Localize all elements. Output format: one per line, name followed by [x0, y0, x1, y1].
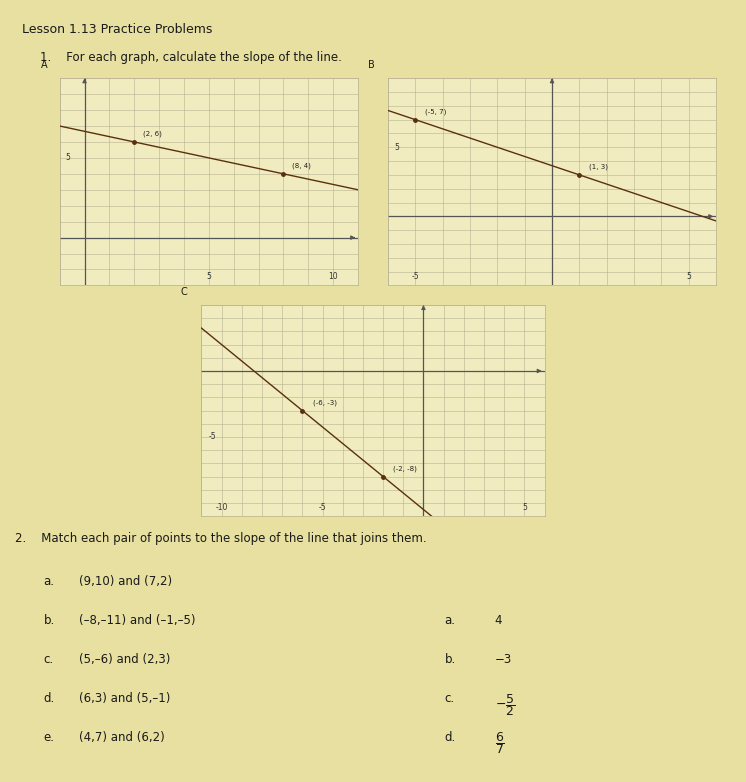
Text: (–8,–11) and (–1,–5): (–8,–11) and (–1,–5): [79, 614, 196, 627]
Text: (2, 6): (2, 6): [143, 131, 162, 138]
Text: (1, 3): (1, 3): [589, 163, 608, 170]
Text: (9,10) and (7,2): (9,10) and (7,2): [79, 576, 172, 588]
Text: $\dfrac{6}{7}$: $\dfrac{6}{7}$: [495, 730, 505, 756]
Text: 2.    Match each pair of points to the slope of the line that joins them.: 2. Match each pair of points to the slop…: [15, 532, 427, 545]
Text: (5,–6) and (2,3): (5,–6) and (2,3): [79, 653, 171, 666]
Text: c.: c.: [445, 692, 455, 705]
Text: 10: 10: [328, 272, 338, 282]
Text: (-2, -8): (-2, -8): [393, 465, 417, 472]
Text: B: B: [368, 60, 374, 70]
Text: -5: -5: [412, 272, 419, 282]
Text: 5: 5: [522, 503, 527, 512]
Text: -5: -5: [319, 503, 326, 512]
Text: -10: -10: [216, 503, 228, 512]
Text: -5: -5: [208, 432, 216, 442]
Text: e.: e.: [43, 730, 54, 744]
Text: Lesson 1.13 Practice Problems: Lesson 1.13 Practice Problems: [22, 23, 213, 37]
Text: 5: 5: [66, 153, 71, 163]
Text: A: A: [41, 60, 48, 70]
Text: a.: a.: [445, 614, 456, 627]
Text: (6,3) and (5,–1): (6,3) and (5,–1): [79, 692, 171, 705]
Text: (-5, 7): (-5, 7): [425, 109, 447, 115]
Text: (4,7) and (6,2): (4,7) and (6,2): [79, 730, 165, 744]
Text: b.: b.: [43, 614, 54, 627]
Text: −3: −3: [495, 653, 512, 666]
Text: C: C: [181, 286, 188, 296]
Text: 1.    For each graph, calculate the slope of the line.: 1. For each graph, calculate the slope o…: [40, 52, 342, 64]
Text: d.: d.: [445, 730, 456, 744]
Text: (-6, -3): (-6, -3): [313, 400, 336, 406]
Text: $-\dfrac{5}{2}$: $-\dfrac{5}{2}$: [495, 692, 515, 718]
Text: 5: 5: [686, 272, 692, 282]
Text: a.: a.: [43, 576, 54, 588]
Text: 5: 5: [207, 272, 211, 282]
Text: 5: 5: [395, 143, 399, 152]
Text: d.: d.: [43, 692, 54, 705]
Text: 4: 4: [495, 614, 502, 627]
Text: (8, 4): (8, 4): [292, 163, 311, 169]
Text: c.: c.: [43, 653, 54, 666]
Text: b.: b.: [445, 653, 456, 666]
